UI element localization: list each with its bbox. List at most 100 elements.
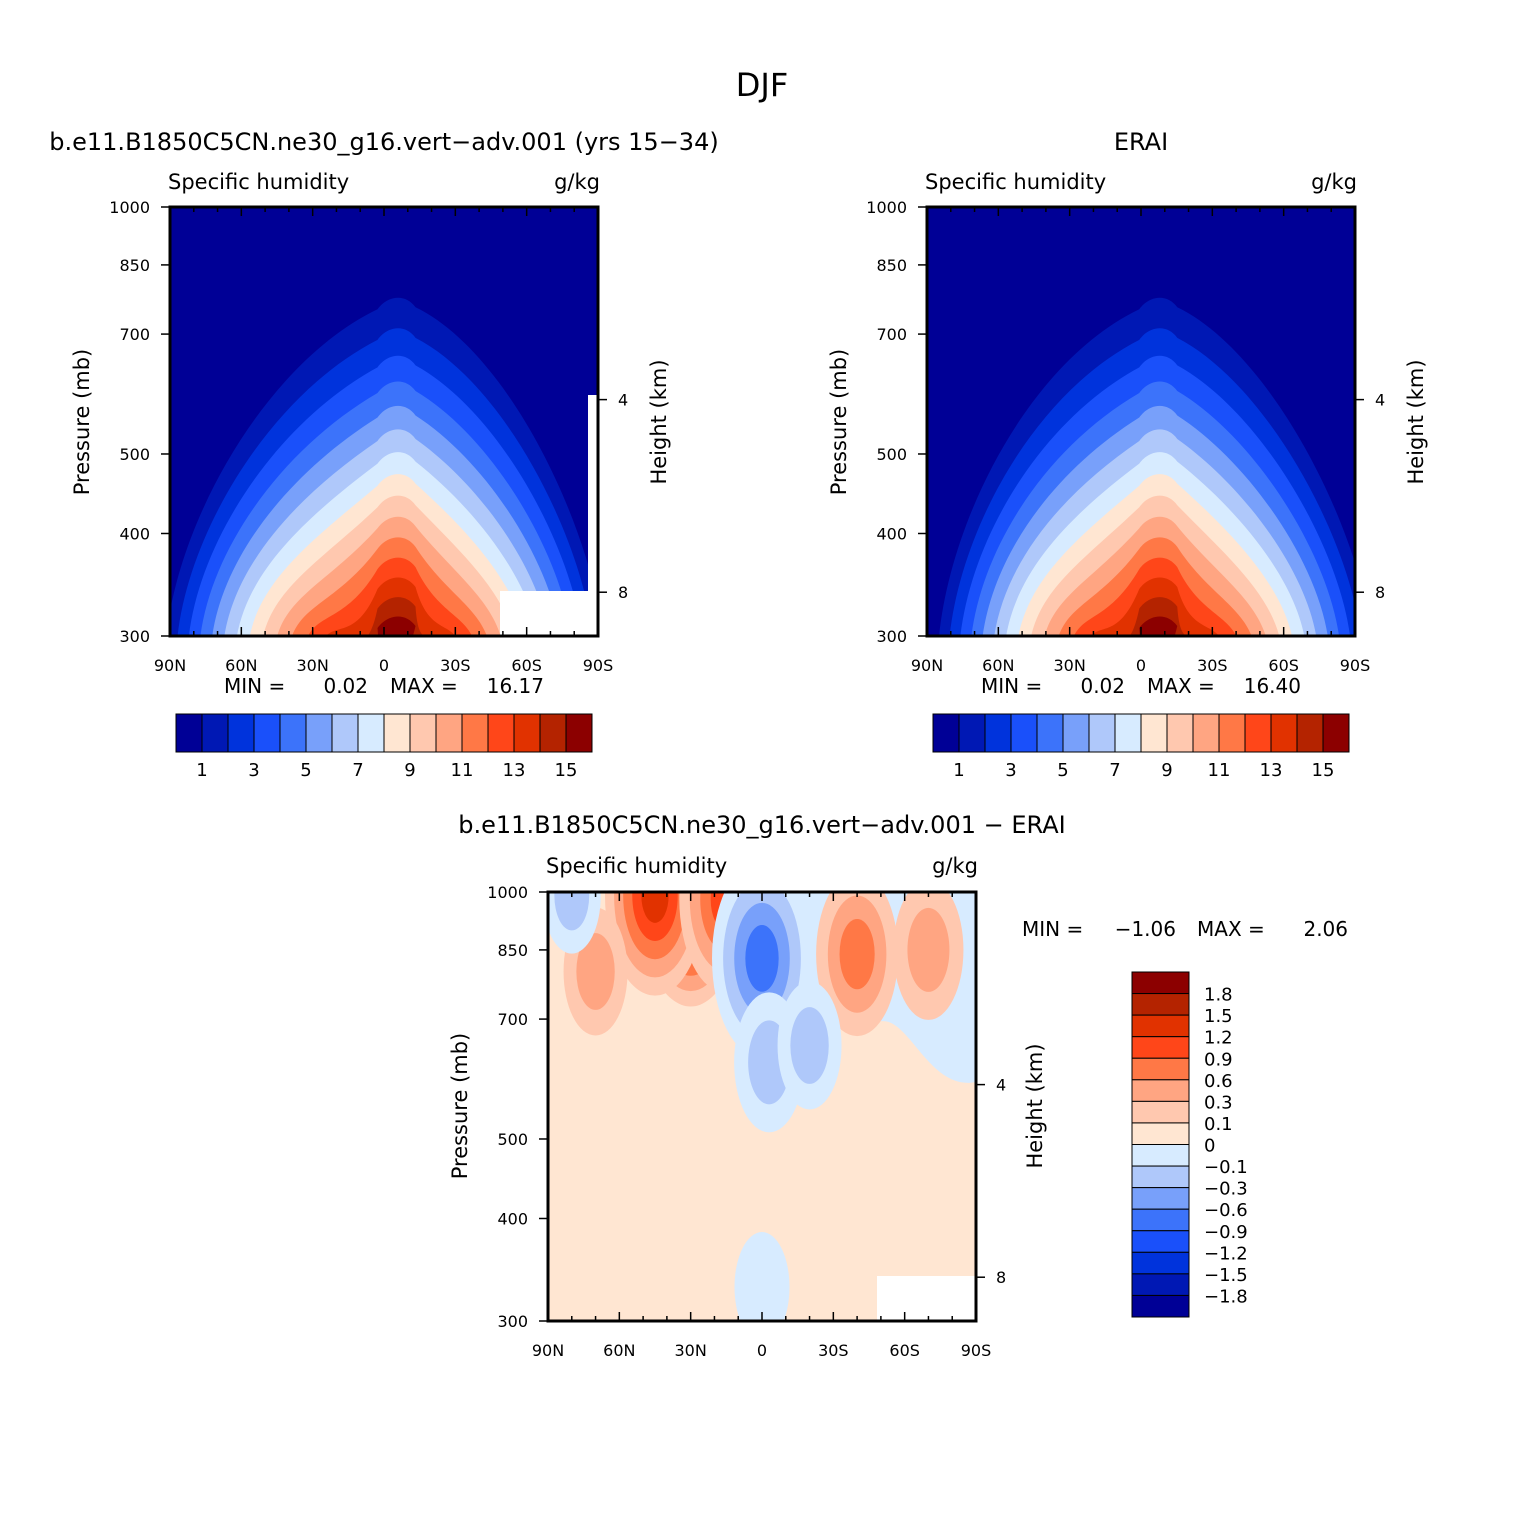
panel-diff-y2label: Height (km) [1023,1043,1047,1168]
p3-colorbar-label: −1.2 [1204,1243,1248,1264]
p2-x-tick-label: 90S [1340,656,1371,675]
p1-colorbar-box [487,713,515,753]
panel-model-x-axis: 90N 60N 30N 0 30S 60S 90S [154,207,613,675]
p1-colorbar-box [227,713,255,753]
panel-model-y-axis: 300 400 500 700 850 1000 [109,198,170,646]
p3-colorbar-label: −0.9 [1204,1222,1248,1243]
p3-y-tick-label: 1000 [487,883,528,902]
panel-model-colorbar: 1 3 5 7 9 11 13 15 [175,713,593,781]
p1-colorbar-box [201,713,229,753]
p1-colorbar-label: 7 [352,760,363,781]
p2-x-tick-label: 90N [911,656,943,675]
p1-colorbar-box [565,713,593,753]
p1-y-tick-label: 850 [119,256,150,275]
p3-colorbar-box [1131,1230,1190,1253]
panel-model-max-label: MAX = [390,674,458,698]
p1-colorbar-box [253,713,281,753]
panel-obs-y2label: Height (km) [1404,359,1428,484]
p3-colorbar-box [1131,1057,1190,1081]
p3-colorbar-box [1131,1165,1190,1189]
p2-y2-tick-label: 4 [1375,391,1385,410]
p3-contour-blob [576,933,615,1010]
p1-colorbar-box [383,713,411,753]
panel-diff-x-axis: 90N 60N 30N 0 30S 60S 90S [532,892,991,1360]
p3-contour-blob [790,1007,829,1084]
p1-colorbar-box [279,713,307,753]
p3-x-tick-label: 30N [675,1341,707,1360]
p1-y2-tick-label: 4 [618,391,628,410]
p2-x-tick-label: 30N [1054,656,1086,675]
p1-colorbar-box [461,713,489,753]
panel-model: b.e11.B1850C5CN.ne30_g16.vert−adv.001 (y… [49,128,718,781]
panel-obs-y2-axis: 84 [1355,391,1385,602]
p2-colorbar-label: 11 [1208,760,1231,781]
p3-y-tick-label: 850 [497,941,528,960]
p2-colorbar-label: 15 [1312,760,1335,781]
p2-y-tick-label: 700 [876,325,907,344]
p2-colorbar-label: 9 [1161,760,1172,781]
p3-y-tick-label: 300 [497,1312,528,1331]
p1-y2-tick-label: 8 [618,583,628,602]
figure-title: DJF [736,66,788,104]
p2-colorbar-box [1270,713,1298,753]
p1-colorbar-label: 1 [196,760,207,781]
p3-x-tick-label: 90S [961,1341,992,1360]
panel-model-contours [170,207,598,636]
panel-obs-contours [927,207,1355,636]
p3-colorbar-box [1131,1100,1190,1124]
p2-colorbar-box [1088,713,1116,753]
p2-x-tick-label: 60S [1268,656,1299,675]
p2-y-tick-label: 500 [876,445,907,464]
p2-contour-fill-15 [1139,616,1178,636]
p3-y-tick-label: 700 [497,1010,528,1029]
p1-y-tick-label: 500 [119,445,150,464]
panel-diff-contours [548,892,976,1321]
p1-x-tick-label: 90S [583,656,614,675]
p2-colorbar-box [1036,713,1064,753]
p2-x-tick-label: 0 [1136,656,1146,675]
panel-diff-ylabel: Pressure (mb) [448,1033,472,1180]
p3-colorbar-box [1131,1294,1190,1318]
panel-model-left-title: Specific humidity [168,170,349,194]
panel-diff-title: b.e11.B1850C5CN.ne30_g16.vert−adv.001 − … [458,811,1065,839]
p3-colorbar-box [1131,1014,1190,1038]
p3-colorbar-label: 1.5 [1204,1006,1233,1027]
p3-colorbar-label: 1.2 [1204,1028,1233,1049]
p3-colorbar-box [1131,1144,1190,1167]
p3-colorbar-label: 0.9 [1204,1049,1233,1070]
p3-x-tick-label: 60S [889,1341,920,1360]
p3-colorbar-box [1131,1036,1190,1059]
p1-contour-fill-15 [377,616,416,636]
p1-y-tick-label: 300 [119,627,150,646]
p1-colorbar-box [305,713,333,753]
p3-colorbar-box [1131,1208,1190,1232]
p3-contour-blob [907,907,950,992]
p2-colorbar-box [1192,713,1220,753]
p3-y-tick-label: 400 [497,1209,528,1228]
p2-colorbar-label: 5 [1057,760,1068,781]
panel-model-y2label: Height (km) [647,359,671,484]
p2-colorbar-box [932,713,960,753]
p2-colorbar-box [1010,713,1038,753]
panel-diff-min-value: −1.06 [1115,917,1176,941]
panel-obs-left-title: Specific humidity [925,170,1106,194]
p3-colorbar-label: −0.3 [1204,1179,1248,1200]
panel-obs-min-label: MIN = [981,674,1042,698]
p2-colorbar-label: 13 [1260,760,1283,781]
p3-y2-tick-label: 4 [996,1076,1006,1095]
panel-model-units: g/kg [554,170,600,194]
p3-x-tick-label: 30S [818,1341,849,1360]
panel-obs-max-label: MAX = [1147,674,1215,698]
panel-model-ylabel: Pressure (mb) [70,349,94,496]
p3-x-tick-label: 0 [757,1341,767,1360]
p3-x-tick-label: 60N [603,1341,635,1360]
p2-colorbar-label: 3 [1005,760,1016,781]
p3-colorbar-label: −1.5 [1204,1265,1248,1286]
p2-colorbar-label: 1 [953,760,964,781]
p1-x-tick-label: 60S [511,656,542,675]
p3-colorbar-label: 1.8 [1204,985,1233,1006]
p2-y-tick-label: 300 [876,627,907,646]
panel-obs-title: ERAI [1114,128,1168,156]
p1-colorbar-box [357,713,385,753]
